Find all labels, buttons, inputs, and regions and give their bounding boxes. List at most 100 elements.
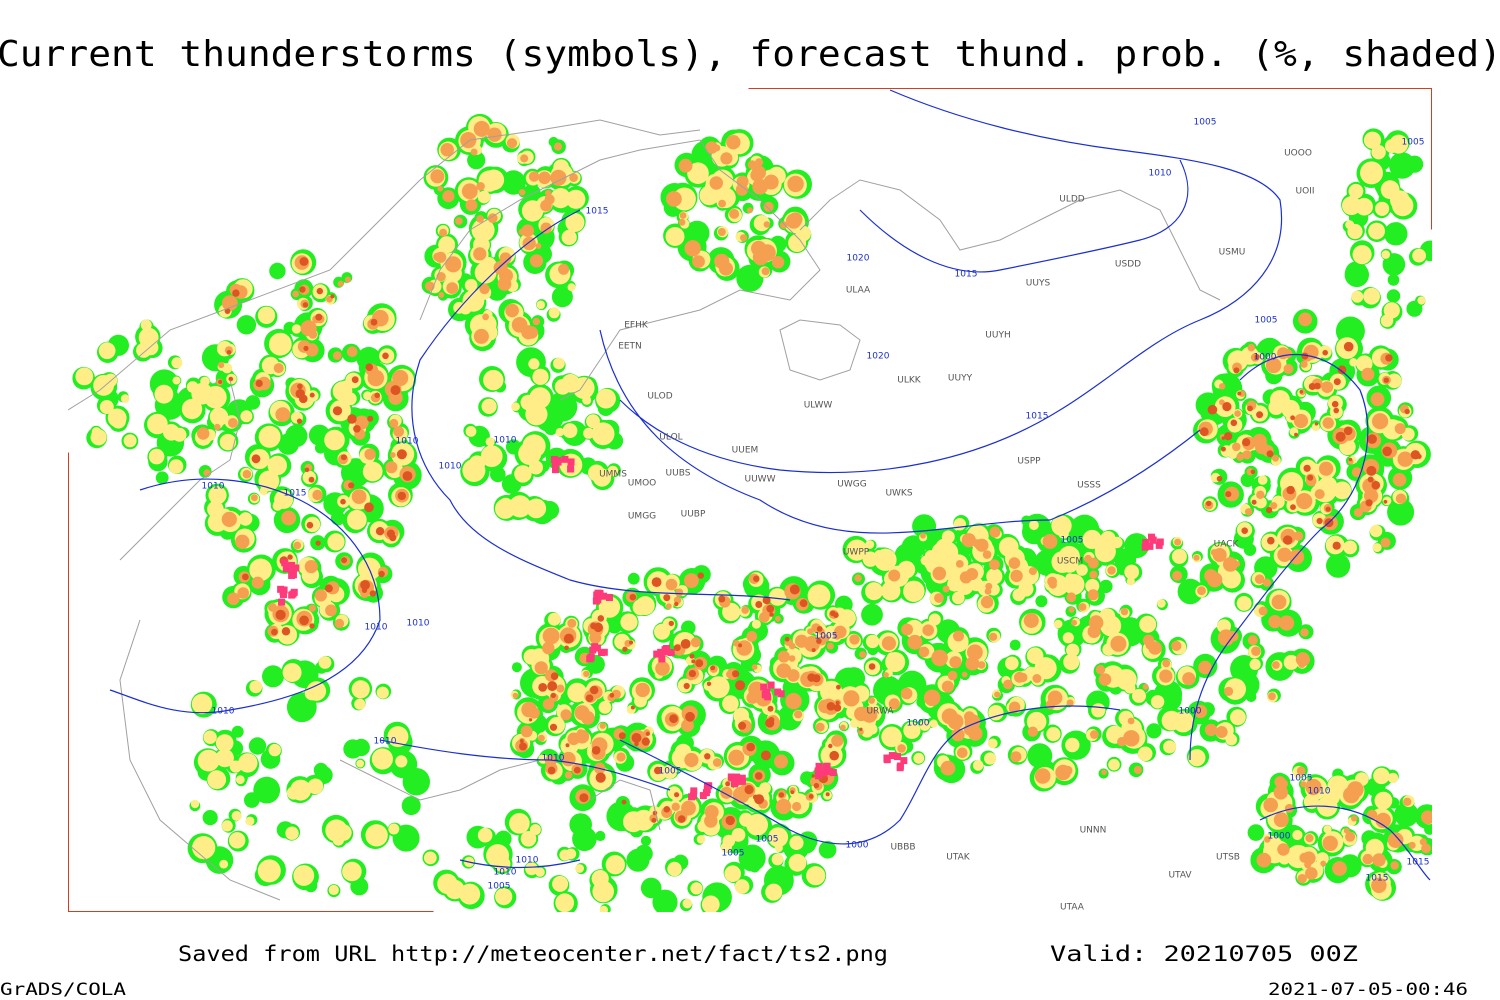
shade-cell	[588, 464, 605, 482]
shade-cell	[1268, 615, 1282, 629]
shade-cell	[865, 582, 883, 601]
isobar-label: 1005	[756, 835, 779, 845]
shade-cell	[1362, 853, 1374, 865]
shade-cell	[1368, 222, 1385, 240]
shade-cell	[1347, 223, 1363, 240]
shade-cell	[912, 514, 937, 539]
shade-cell	[701, 895, 720, 912]
shade-cell	[328, 884, 339, 896]
shade-cell	[598, 891, 608, 901]
shade-cell	[305, 343, 319, 357]
storm-symbol	[760, 683, 768, 691]
isobar-label: 1000	[1268, 832, 1291, 842]
shade-cell	[1314, 489, 1325, 500]
shade-cell	[251, 494, 258, 502]
shade-cell	[788, 642, 796, 650]
shade-cell	[1381, 250, 1390, 259]
shade-cell	[1197, 586, 1206, 596]
shade-cell	[1375, 201, 1390, 216]
isobar-label: 1010	[516, 856, 539, 866]
shade-cell	[1045, 699, 1056, 710]
shade-cell	[107, 408, 127, 428]
shade-cell	[1262, 578, 1271, 587]
shade-cell	[1048, 580, 1057, 589]
shade-cell	[1404, 408, 1410, 415]
station-label: UMGG	[628, 512, 656, 522]
storm-symbol	[550, 455, 558, 463]
shade-cell	[202, 810, 218, 826]
shade-cell	[1348, 183, 1364, 199]
shade-cell	[75, 367, 94, 386]
shade-cell	[1371, 145, 1386, 160]
shade-cell	[942, 585, 950, 593]
shade-cell	[579, 793, 589, 803]
isobar-label: 1015	[586, 207, 609, 217]
storm-symbol	[289, 571, 297, 579]
shade-cell	[720, 152, 733, 165]
shade-cell	[706, 681, 712, 686]
shade-cell	[219, 433, 237, 451]
shade-cell	[861, 706, 878, 723]
shade-cell	[590, 622, 597, 630]
shade-cell	[1349, 358, 1358, 367]
shade-cell	[547, 612, 561, 626]
storm-symbol	[699, 792, 707, 800]
shade-cell	[713, 144, 721, 152]
shade-cell	[858, 729, 864, 735]
station-label: UUYY	[948, 374, 973, 384]
shade-cell	[1305, 867, 1318, 880]
shade-cell	[292, 290, 300, 298]
shade-cell	[678, 158, 693, 173]
shade-cell	[1089, 570, 1098, 579]
shade-cell	[675, 588, 684, 597]
shade-cell	[275, 407, 291, 422]
storm-symbol	[738, 777, 746, 785]
shade-cell	[281, 510, 296, 526]
shade-cell	[148, 448, 165, 465]
station-label: UOII	[1296, 187, 1315, 197]
shade-cell	[208, 486, 227, 505]
shade-cell	[786, 213, 802, 229]
shade-cell	[751, 664, 758, 670]
shade-cell	[1124, 682, 1136, 694]
valid-time: Valid: 20210705 00Z	[1050, 942, 1358, 966]
shade-cell	[1032, 674, 1042, 683]
shade-cell	[340, 498, 346, 505]
shade-cell	[666, 191, 682, 207]
station-label: ULOD	[647, 392, 672, 402]
shade-cell	[799, 599, 808, 608]
shade-cell	[147, 413, 168, 435]
shade-cell	[297, 383, 303, 390]
shade-cell	[957, 747, 968, 759]
shade-cell	[314, 442, 327, 454]
shade-cell	[1123, 730, 1140, 747]
shade-cell	[989, 632, 998, 641]
shade-cell	[477, 190, 491, 204]
shade-cell	[1193, 554, 1200, 561]
shade-cell	[931, 649, 948, 667]
shade-cell	[181, 398, 203, 420]
shade-cell	[1120, 607, 1129, 616]
shade-cell	[747, 160, 757, 170]
shade-cell	[521, 224, 534, 237]
shade-cell	[692, 255, 705, 268]
shade-cell	[732, 670, 740, 678]
shade-cell	[704, 753, 711, 760]
storm-symbol	[567, 458, 575, 466]
shade-cell	[1090, 730, 1099, 739]
shade-cell	[1223, 557, 1238, 572]
isobar-label: 1010	[1149, 169, 1172, 179]
shade-cell	[620, 613, 638, 631]
shade-cell	[1316, 517, 1323, 525]
shade-cell	[707, 676, 730, 699]
shade-cell	[494, 855, 511, 873]
isobar-label: 1005	[1061, 536, 1084, 546]
shade-cell	[861, 603, 883, 626]
shade-cell	[1351, 290, 1364, 303]
shade-cell	[302, 470, 316, 485]
shade-cell	[816, 638, 822, 644]
shade-cell	[1363, 131, 1382, 149]
shade-cell	[1290, 504, 1296, 510]
shade-cell	[777, 650, 790, 663]
